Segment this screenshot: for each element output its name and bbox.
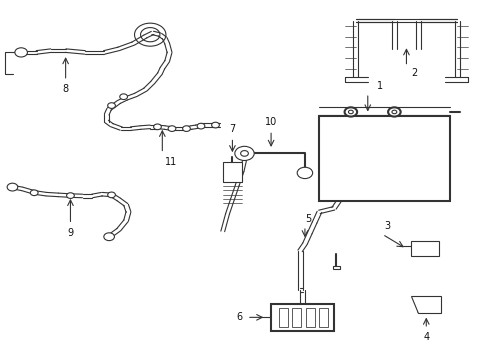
Bar [270, 304, 333, 330]
Text: 11: 11 [164, 157, 177, 167]
Circle shape [182, 126, 190, 131]
Text: 9: 9 [67, 228, 73, 238]
Text: 6: 6 [236, 312, 242, 322]
Circle shape [197, 123, 204, 129]
Text: 7: 7 [229, 124, 235, 134]
Text: 3: 3 [384, 221, 390, 231]
Polygon shape [410, 296, 440, 313]
Circle shape [7, 183, 18, 191]
Circle shape [391, 110, 396, 114]
Bar [319, 308, 327, 327]
Bar [410, 241, 438, 256]
Text: 8: 8 [62, 84, 68, 94]
Circle shape [103, 233, 114, 240]
Circle shape [107, 192, 115, 198]
Circle shape [348, 110, 352, 114]
Circle shape [234, 146, 254, 161]
Text: 1: 1 [377, 81, 383, 91]
Circle shape [211, 122, 219, 128]
Circle shape [107, 103, 115, 108]
Circle shape [153, 124, 161, 130]
Text: 4: 4 [422, 332, 428, 342]
Circle shape [66, 193, 74, 198]
Bar [332, 266, 339, 269]
Circle shape [30, 190, 38, 195]
Circle shape [168, 126, 176, 131]
Circle shape [120, 94, 127, 100]
Circle shape [240, 150, 248, 156]
Text: 10: 10 [264, 117, 277, 127]
Bar [223, 162, 242, 182]
Circle shape [15, 48, 27, 57]
Bar [278, 308, 287, 327]
Bar [292, 308, 301, 327]
Bar [305, 308, 314, 327]
Circle shape [387, 107, 400, 117]
Bar [319, 116, 449, 201]
Circle shape [297, 167, 312, 179]
Circle shape [344, 107, 356, 117]
Text: 2: 2 [410, 68, 417, 78]
Text: 5: 5 [305, 214, 310, 224]
